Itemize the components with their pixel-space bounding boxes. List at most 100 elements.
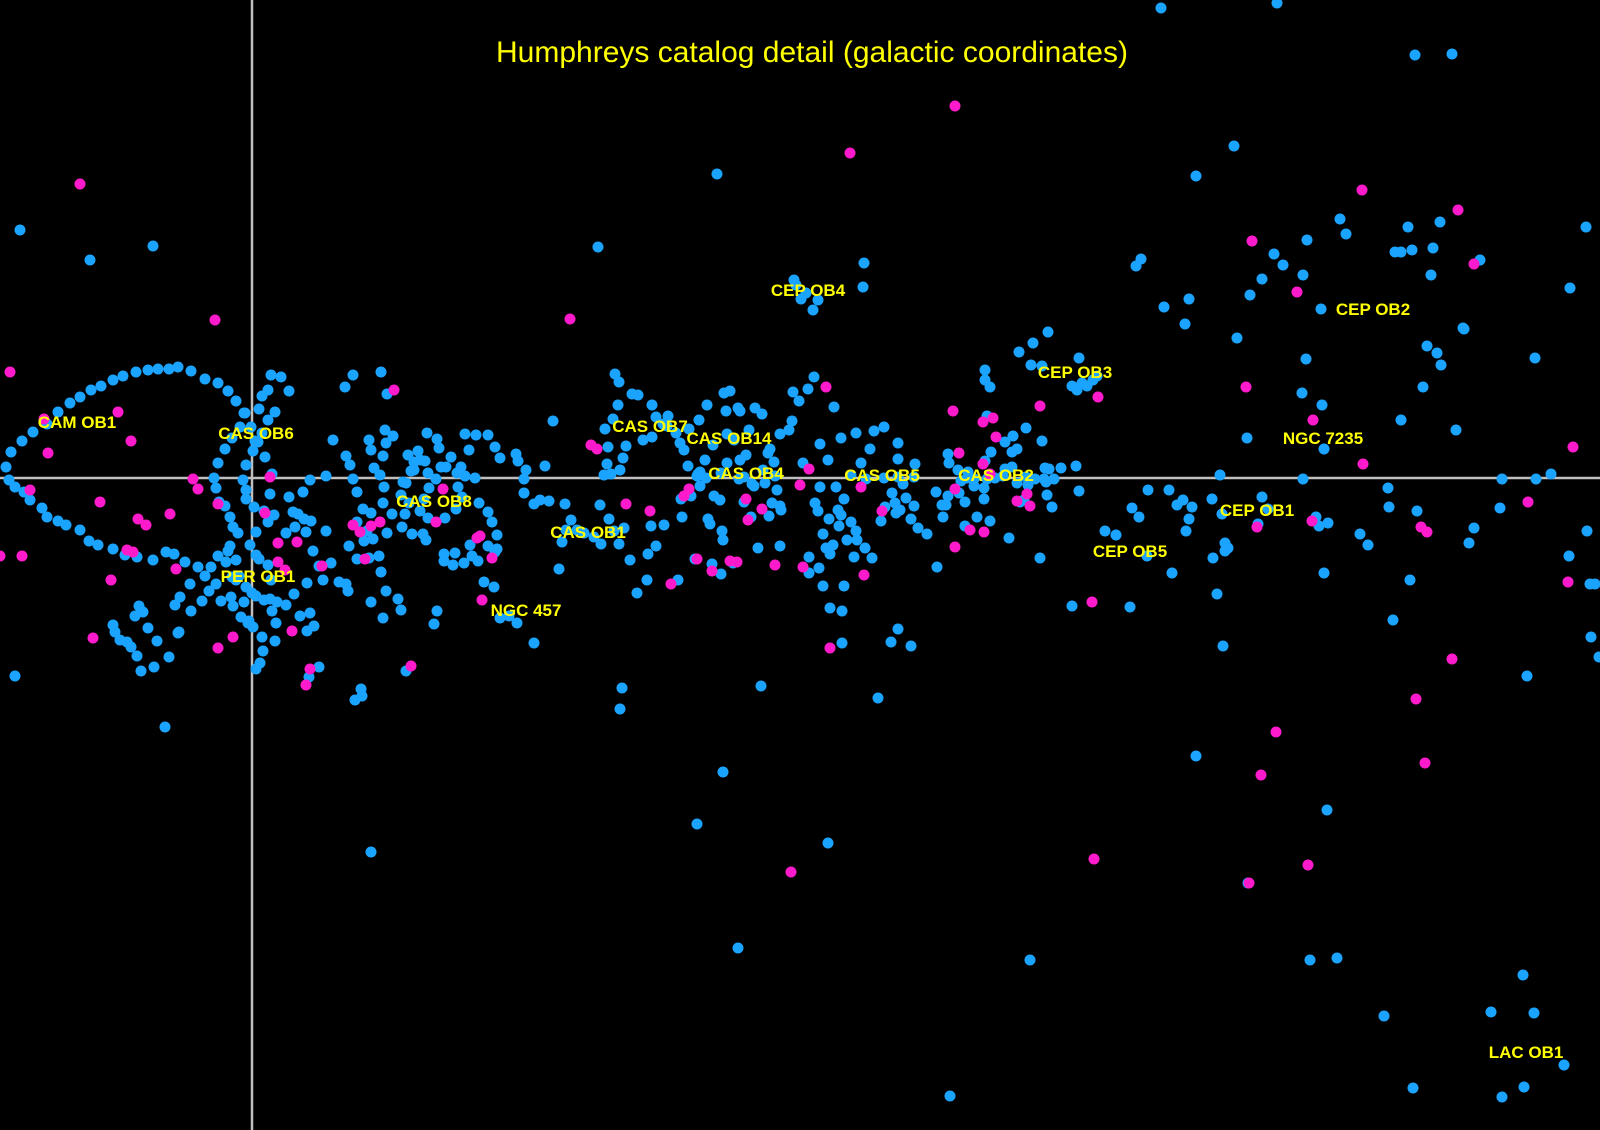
blue-star-point [225,591,237,603]
magenta-star-point [486,552,498,564]
blue-star-point [373,550,385,562]
blue-star-point [646,431,658,443]
blue-star-point [1485,1006,1497,1018]
blue-star-point [699,454,711,466]
blue-star-point [646,399,658,411]
magenta-star-point [16,550,28,562]
blue-star-point [380,437,392,449]
blue-star-point [738,471,750,483]
blue-star-point [294,610,306,622]
blue-star-point [270,617,282,629]
magenta-star-point [291,536,303,548]
blue-star-point [365,444,377,456]
magenta-star-point [170,563,182,575]
blue-star-point [734,454,746,466]
blue-star-point [755,680,767,692]
blue-star-point [451,467,463,479]
blue-star-point [613,538,625,550]
magenta-star-point [38,413,50,425]
blue-star-point [1183,513,1195,525]
blue-star-point [1007,430,1019,442]
blue-star-point [347,473,359,485]
blue-star-point [1334,213,1346,225]
blue-star-point [866,552,878,564]
magenta-star-point [125,435,137,447]
blue-star-point [470,429,482,441]
blue-star-point [107,374,119,386]
blue-star-point [817,528,829,540]
association-label: CAS OB1 [550,523,626,542]
blue-star-point [1417,381,1429,393]
blue-star-point [1124,601,1136,613]
blue-star-point [588,531,600,543]
blue-star-point [603,513,615,525]
blue-star-point [74,391,86,403]
blue-star-point [301,577,313,589]
blue-star-point [205,561,217,573]
blue-star-point [774,540,786,552]
blue-star-point [607,413,619,425]
blue-star-point [682,460,694,472]
magenta-star-point [984,468,996,480]
blue-star-point [858,257,870,269]
blue-star-point [503,610,515,622]
blue-star-point [897,478,909,490]
blue-star-point [942,490,954,502]
blue-star-point [1099,525,1111,537]
blue-star-point [466,550,478,562]
blue-star-point [304,607,316,619]
blue-star-point [1463,537,1475,549]
magenta-star-point [140,519,152,531]
magenta-star-point [644,505,656,517]
blue-star-point [240,459,252,471]
blue-star-point [172,361,184,373]
blue-star-point [174,591,186,603]
blue-star-point [247,621,259,633]
blue-star-point [721,428,733,440]
blue-star-point [253,403,265,415]
blue-star-point [421,427,433,439]
blue-star-point [616,682,628,694]
blue-star-point [152,363,164,375]
magenta-star-point [949,541,961,553]
magenta-star-point [105,574,117,586]
blue-star-point [482,429,494,441]
magenta-star-point [756,503,768,515]
magenta-star-point [1302,859,1314,871]
blue-star-point [835,432,847,444]
blue-star-point [224,511,236,523]
blue-star-point [220,556,232,568]
blue-star-point [559,498,571,510]
association-label: CEP OB4 [771,281,846,300]
blue-star-point [637,434,649,446]
blue-star-point [832,504,844,516]
association-label: CAS OB4 [708,464,784,483]
blue-star-point [1425,269,1437,281]
blue-star-point [693,414,705,426]
blue-star-point [1322,517,1334,529]
blue-star-point [908,500,920,512]
blue-star-point [1142,484,1154,496]
blue-star-point [1529,352,1541,364]
blue-star-point [692,468,704,480]
magenta-star-point [74,178,86,190]
blue-star-point [892,453,904,465]
blue-star-point [184,578,196,590]
magenta-star-point [272,556,284,568]
blue-star-point [14,224,26,236]
blue-star-point [802,383,814,395]
blue-star-point [92,539,104,551]
blue-star-point [683,423,695,435]
blue-star-point [701,399,713,411]
blue-star-point [304,474,316,486]
association-label: CAS OB14 [686,429,772,448]
blue-star-point [16,435,28,447]
blue-star-point [280,599,292,611]
magenta-star-point [949,100,961,112]
blue-star-point [732,942,744,954]
association-label: CEP OB1 [1220,501,1294,520]
blue-star-point [1435,359,1447,371]
blue-star-point [599,423,611,435]
blue-star-point [486,516,498,528]
blue-star-point [234,421,246,433]
